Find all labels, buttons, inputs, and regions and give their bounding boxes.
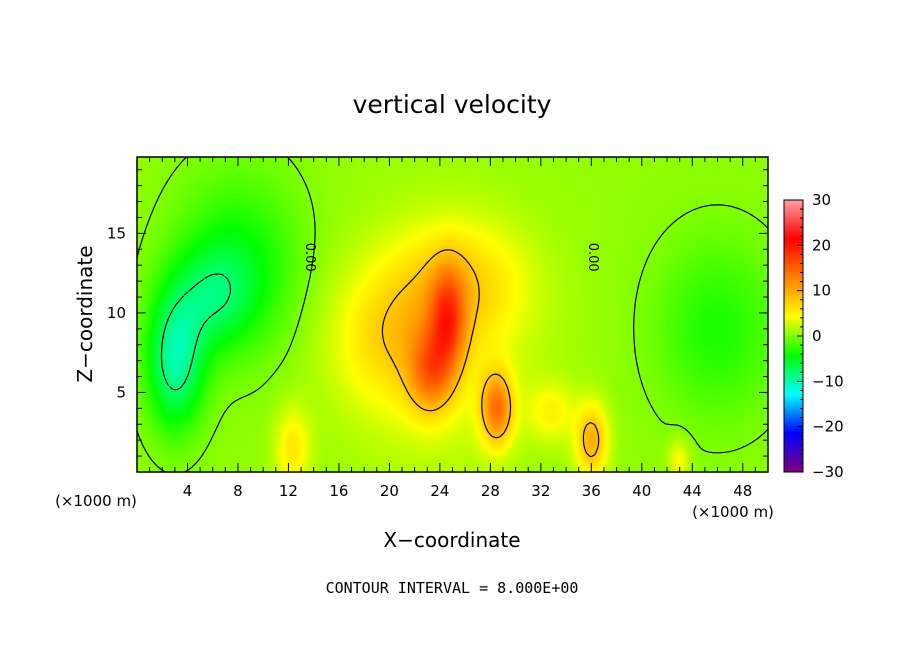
y-axis: 5 10 15 bbox=[107, 169, 768, 457]
contour-interval-note: CONTOUR INTERVAL = 8.000E+00 bbox=[326, 579, 579, 597]
contour-level-neg8 bbox=[160, 273, 232, 391]
colorbar-tick-label: 10 bbox=[812, 282, 831, 300]
x-unit-label-right: (×1000 m) bbox=[692, 503, 774, 521]
y-tick-label: 15 bbox=[107, 224, 126, 242]
colorbar-tick-label: 30 bbox=[812, 191, 831, 209]
x-tick-label: 16 bbox=[329, 482, 348, 500]
x-tick-label: 12 bbox=[279, 482, 298, 500]
colorbar: 30 20 10 0 −10 −20 −30 bbox=[783, 191, 844, 481]
x-tick-label: 44 bbox=[683, 482, 702, 500]
y-tick-label: 5 bbox=[116, 383, 126, 401]
colorbar-tick-label: −20 bbox=[812, 418, 844, 436]
plot-area: 0.00 0.00 bbox=[136, 156, 769, 473]
x-tick-label: 48 bbox=[733, 482, 752, 500]
x-axis: 4 8 12 16 20 24 28 32 36 40 44 48 bbox=[149, 157, 756, 500]
chart-title: vertical velocity bbox=[353, 90, 552, 119]
x-tick-label: 24 bbox=[430, 482, 449, 500]
velocity-field bbox=[137, 157, 768, 472]
colorbar-tick-label: −10 bbox=[812, 372, 844, 390]
contour-level-0 bbox=[137, 157, 768, 472]
contour-lines: 0.00 0.00 bbox=[137, 157, 768, 472]
contour-label: 0.00 bbox=[302, 243, 317, 272]
x-tick-label: 4 bbox=[183, 482, 193, 500]
x-tick-label: 8 bbox=[233, 482, 243, 500]
colorbar-tick-label: 0 bbox=[812, 327, 822, 345]
y-axis-label: Z−coordinate bbox=[73, 245, 97, 382]
colorbar-ticks: 30 20 10 0 −10 −20 −30 bbox=[797, 191, 844, 481]
colorbar-tick-label: −30 bbox=[812, 463, 844, 481]
x-tick-label: 20 bbox=[380, 482, 399, 500]
x-tick-label: 40 bbox=[632, 482, 651, 500]
x-tick-label: 28 bbox=[481, 482, 500, 500]
x-tick-label: 32 bbox=[531, 482, 550, 500]
contour-label: 0.00 bbox=[585, 243, 600, 272]
contour-level-8 bbox=[381, 249, 600, 458]
y-tick-label: 10 bbox=[107, 304, 126, 322]
x-unit-label: (×1000 m) bbox=[55, 492, 137, 510]
x-axis-label: X−coordinate bbox=[383, 528, 520, 552]
x-tick-label: 36 bbox=[582, 482, 601, 500]
colorbar-tick-label: 20 bbox=[812, 236, 831, 254]
